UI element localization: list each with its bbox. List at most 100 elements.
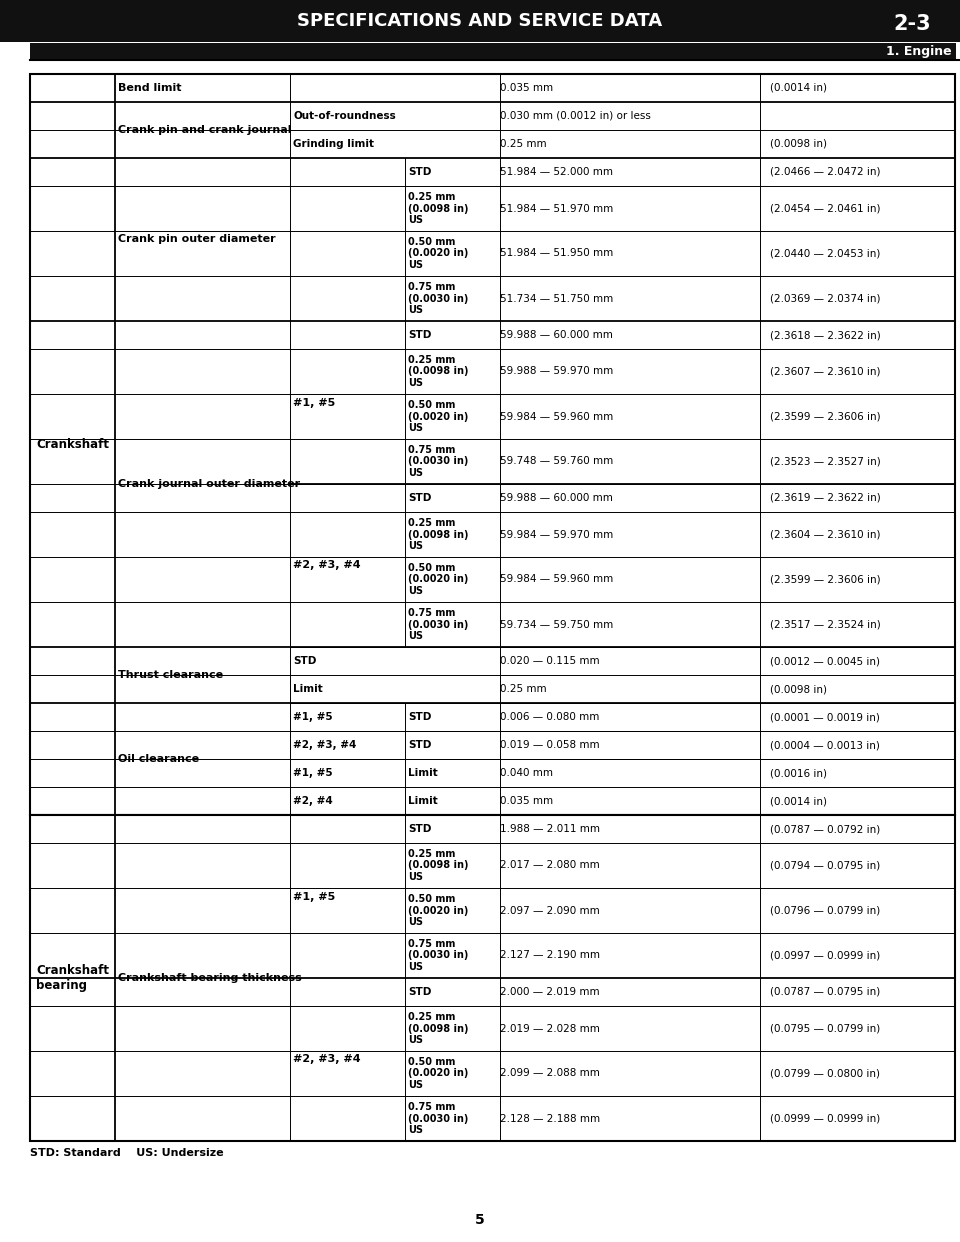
Text: 0.006 — 0.080 mm: 0.006 — 0.080 mm	[500, 712, 599, 722]
Text: STD: STD	[408, 166, 431, 178]
Text: 51.984 — 51.970 mm: 51.984 — 51.970 mm	[500, 204, 613, 214]
Text: 5: 5	[475, 1213, 485, 1227]
Text: 0.035 mm: 0.035 mm	[500, 83, 553, 93]
Text: 51.734 — 51.750 mm: 51.734 — 51.750 mm	[500, 293, 613, 303]
Text: 0.040 mm: 0.040 mm	[500, 768, 553, 777]
Text: STD: STD	[293, 656, 317, 666]
Text: (0.0787 — 0.0795 in): (0.0787 — 0.0795 in)	[770, 987, 880, 997]
Text: Bend limit: Bend limit	[118, 83, 181, 93]
Text: Crank pin and crank journal: Crank pin and crank journal	[118, 125, 292, 135]
Text: Crankshaft
bearing: Crankshaft bearing	[36, 964, 109, 992]
Text: 2-3: 2-3	[893, 14, 931, 34]
Text: 0.25 mm: 0.25 mm	[500, 139, 546, 149]
Text: 59.734 — 59.750 mm: 59.734 — 59.750 mm	[500, 620, 613, 630]
Text: 59.984 — 59.960 mm: 59.984 — 59.960 mm	[500, 411, 613, 421]
Text: 0.25 mm
(0.0098 in)
US: 0.25 mm (0.0098 in) US	[408, 193, 468, 225]
Text: SPECIFICATIONS AND SERVICE DATA: SPECIFICATIONS AND SERVICE DATA	[298, 12, 662, 30]
Text: Out-of-roundness: Out-of-roundness	[293, 111, 396, 120]
Text: 0.25 mm
(0.0098 in)
US: 0.25 mm (0.0098 in) US	[408, 355, 468, 388]
Text: 0.50 mm
(0.0020 in)
US: 0.50 mm (0.0020 in) US	[408, 564, 468, 596]
Text: 0.75 mm
(0.0030 in)
US: 0.75 mm (0.0030 in) US	[408, 939, 468, 971]
Text: #1, #5: #1, #5	[293, 892, 335, 902]
Text: 0.25 mm
(0.0098 in)
US: 0.25 mm (0.0098 in) US	[408, 1012, 468, 1045]
Text: (2.3523 — 2.3527 in): (2.3523 — 2.3527 in)	[770, 457, 880, 467]
Text: Limit: Limit	[408, 768, 438, 777]
Text: 0.50 mm
(0.0020 in)
US: 0.50 mm (0.0020 in) US	[408, 1057, 468, 1089]
Text: 0.75 mm
(0.0030 in)
US: 0.75 mm (0.0030 in) US	[408, 609, 468, 641]
Text: (0.0098 in): (0.0098 in)	[770, 139, 827, 149]
Text: 0.25 mm
(0.0098 in)
US: 0.25 mm (0.0098 in) US	[408, 850, 468, 882]
Bar	[30, 815, 955, 1141]
Text: STD: STD	[408, 493, 431, 503]
Text: Thrust clearance: Thrust clearance	[118, 669, 223, 681]
Text: 0.035 mm: 0.035 mm	[500, 796, 553, 806]
Text: (0.0795 — 0.0799 in): (0.0795 — 0.0799 in)	[770, 1023, 880, 1033]
Text: Oil clearance: Oil clearance	[118, 754, 199, 764]
Text: 2.097 — 2.090 mm: 2.097 — 2.090 mm	[500, 905, 600, 915]
Text: STD: Standard    US: Undersize: STD: Standard US: Undersize	[30, 1148, 224, 1158]
Text: 2.127 — 2.190 mm: 2.127 — 2.190 mm	[500, 950, 600, 960]
Text: Crankshaft bearing thickness: Crankshaft bearing thickness	[118, 972, 301, 982]
Text: (2.0369 — 2.0374 in): (2.0369 — 2.0374 in)	[770, 293, 880, 303]
Text: (0.0016 in): (0.0016 in)	[770, 768, 827, 777]
Text: 1.988 — 2.011 mm: 1.988 — 2.011 mm	[500, 823, 600, 833]
Text: 2.099 — 2.088 mm: 2.099 — 2.088 mm	[500, 1068, 600, 1078]
Text: #2, #4: #2, #4	[293, 796, 333, 806]
Text: STD: STD	[408, 330, 431, 340]
Text: 2.017 — 2.080 mm: 2.017 — 2.080 mm	[500, 861, 600, 871]
Text: 59.748 — 59.760 mm: 59.748 — 59.760 mm	[500, 457, 613, 467]
Text: STD: STD	[408, 823, 431, 833]
Text: 0.75 mm
(0.0030 in)
US: 0.75 mm (0.0030 in) US	[408, 446, 468, 478]
Text: 2.128 — 2.188 mm: 2.128 — 2.188 mm	[500, 1114, 600, 1124]
Bar	[0, 0, 960, 42]
Text: 59.988 — 60.000 mm: 59.988 — 60.000 mm	[500, 493, 612, 503]
Text: 2.000 — 2.019 mm: 2.000 — 2.019 mm	[500, 987, 600, 997]
Text: Crank pin outer diameter: Crank pin outer diameter	[118, 235, 276, 245]
Text: Crank journal outer diameter: Crank journal outer diameter	[118, 479, 300, 489]
Text: (2.0440 — 2.0453 in): (2.0440 — 2.0453 in)	[770, 248, 880, 258]
Text: (0.0098 in): (0.0098 in)	[770, 684, 827, 694]
Text: #1, #5: #1, #5	[293, 768, 332, 777]
Text: (2.3599 — 2.3606 in): (2.3599 — 2.3606 in)	[770, 411, 880, 421]
Text: Crankshaft: Crankshaft	[36, 438, 109, 451]
Text: 51.984 — 52.000 mm: 51.984 — 52.000 mm	[500, 166, 613, 178]
Text: 59.984 — 59.960 mm: 59.984 — 59.960 mm	[500, 575, 613, 585]
Text: (0.0004 — 0.0013 in): (0.0004 — 0.0013 in)	[770, 740, 880, 750]
Text: (0.0796 — 0.0799 in): (0.0796 — 0.0799 in)	[770, 905, 880, 915]
Text: 0.020 — 0.115 mm: 0.020 — 0.115 mm	[500, 656, 600, 666]
Text: 0.50 mm
(0.0020 in)
US: 0.50 mm (0.0020 in) US	[408, 400, 468, 432]
Text: (0.0014 in): (0.0014 in)	[770, 796, 827, 806]
Text: 0.75 mm
(0.0030 in)
US: 0.75 mm (0.0030 in) US	[408, 1103, 468, 1135]
Text: #2, #3, #4: #2, #3, #4	[293, 560, 361, 570]
Text: Limit: Limit	[293, 684, 323, 694]
Text: STD: STD	[408, 740, 431, 750]
Text: (0.0999 — 0.0999 in): (0.0999 — 0.0999 in)	[770, 1114, 880, 1124]
Text: (2.3517 — 2.3524 in): (2.3517 — 2.3524 in)	[770, 620, 880, 630]
Text: Grinding limit: Grinding limit	[293, 139, 374, 149]
Bar	[30, 75, 955, 815]
Text: 59.988 — 60.000 mm: 59.988 — 60.000 mm	[500, 330, 612, 340]
Text: #2, #3, #4: #2, #3, #4	[293, 1054, 361, 1064]
Text: (0.0799 — 0.0800 in): (0.0799 — 0.0800 in)	[770, 1068, 880, 1078]
Text: #1, #5: #1, #5	[293, 712, 332, 722]
Text: (0.0012 — 0.0045 in): (0.0012 — 0.0045 in)	[770, 656, 880, 666]
Text: (2.0454 — 2.0461 in): (2.0454 — 2.0461 in)	[770, 204, 880, 214]
Text: (2.3604 — 2.3610 in): (2.3604 — 2.3610 in)	[770, 529, 880, 539]
Bar	[30, 43, 956, 60]
Text: (0.0787 — 0.0792 in): (0.0787 — 0.0792 in)	[770, 823, 880, 833]
Text: #1, #5: #1, #5	[293, 397, 335, 407]
Text: Limit: Limit	[408, 796, 438, 806]
Text: (0.0997 — 0.0999 in): (0.0997 — 0.0999 in)	[770, 950, 880, 960]
Text: (2.3619 — 2.3622 in): (2.3619 — 2.3622 in)	[770, 493, 880, 503]
Text: 0.75 mm
(0.0030 in)
US: 0.75 mm (0.0030 in) US	[408, 282, 468, 314]
Text: 59.988 — 59.970 mm: 59.988 — 59.970 mm	[500, 366, 613, 376]
Text: 2.019 — 2.028 mm: 2.019 — 2.028 mm	[500, 1023, 600, 1033]
Text: (0.0014 in): (0.0014 in)	[770, 83, 827, 93]
Text: 0.030 mm (0.0012 in) or less: 0.030 mm (0.0012 in) or less	[500, 111, 651, 120]
Text: (2.3607 — 2.3610 in): (2.3607 — 2.3610 in)	[770, 366, 880, 376]
Text: STD: STD	[408, 712, 431, 722]
Text: 0.25 mm: 0.25 mm	[500, 684, 546, 694]
Text: 51.984 — 51.950 mm: 51.984 — 51.950 mm	[500, 248, 613, 258]
Text: (2.3618 — 2.3622 in): (2.3618 — 2.3622 in)	[770, 330, 880, 340]
Text: 0.50 mm
(0.0020 in)
US: 0.50 mm (0.0020 in) US	[408, 237, 468, 270]
